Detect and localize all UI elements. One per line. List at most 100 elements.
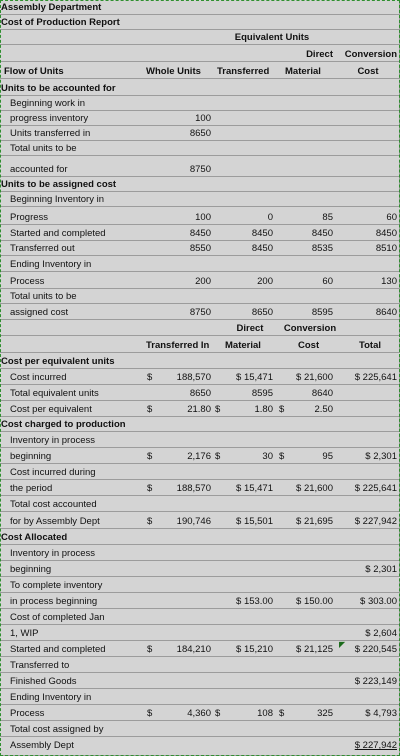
period-material: $ 15,471	[236, 483, 273, 494]
department-title[interactable]: Assembly Department	[0, 0, 400, 15]
row-label[interactable]: Inventory in process	[0, 433, 400, 448]
sc-transferred: 8450	[251, 228, 273, 239]
transferred-in-header: Transferred In	[146, 340, 210, 351]
total-header: Total	[359, 340, 381, 351]
dollar-sign: $	[147, 404, 153, 415]
row-label[interactable]: Total cost assigned by	[0, 722, 400, 737]
blank-row[interactable]	[0, 30, 400, 45]
period-total: $ 225,641	[354, 483, 397, 494]
ta-transferred: 8650	[251, 307, 273, 318]
transferred-in-units: 8650	[189, 128, 211, 139]
dollar-sign: $	[147, 483, 153, 494]
equiv-transferred: 8650	[189, 388, 211, 399]
to-material: 8535	[311, 243, 333, 254]
complete-material: $ 153.00	[236, 596, 273, 607]
cost-per-equiv-heading[interactable]: Cost per equivalent units	[0, 354, 400, 369]
complete-conversion: $ 150.00	[296, 596, 333, 607]
beg-inv-transferred: 0	[267, 212, 273, 223]
units-assigned-heading[interactable]: Units to be assigned cost	[0, 177, 400, 192]
sc-conversion: 8450	[375, 228, 397, 239]
sc-whole: 8450	[189, 228, 211, 239]
row-label[interactable]: Ending Inventory in	[0, 257, 400, 272]
sc-material: 8450	[311, 228, 333, 239]
alloc-beg-total: $ 2,301	[365, 564, 397, 575]
cost-cost-header: Cost	[298, 340, 320, 351]
beg-inv-material: 85	[322, 212, 333, 223]
ei-transferred: 200	[257, 276, 273, 287]
alloc-sc-material: $ 15,210	[236, 644, 273, 655]
begin-wip-units: 100	[195, 113, 211, 124]
ta-material: 8595	[311, 307, 333, 318]
error-indicator-icon: ◤	[339, 640, 346, 649]
per-equiv-transferred: 21.80	[187, 404, 211, 415]
row-label[interactable]: Total units to be	[0, 141, 400, 156]
to-transferred: 8450	[251, 243, 273, 254]
dollar-sign: $	[279, 404, 285, 415]
row-label[interactable]: Cost of completed Jan	[0, 610, 400, 625]
dollar-sign: $	[215, 404, 221, 415]
beg-inv-conversion: 60	[386, 212, 397, 223]
alloc-ei-transferred: 4,360	[187, 708, 211, 719]
accounted-material: $ 15,501	[236, 516, 273, 527]
equiv-material: 8595	[251, 388, 273, 399]
completed-jan1-total: $ 2,604	[365, 628, 397, 639]
incurred-transferred: 188,570	[176, 372, 211, 383]
dollar-sign: $	[147, 451, 153, 462]
row-label[interactable]: Beginning Inventory in	[0, 192, 400, 207]
alloc-sc-conversion: $ 21,125	[296, 644, 333, 655]
dollar-sign: $	[147, 708, 153, 719]
cost-allocated-heading[interactable]: Cost Allocated	[0, 530, 400, 545]
cost-header: Cost	[357, 66, 379, 77]
total-assigned-total: $ 227,942	[354, 740, 397, 751]
alloc-sc-transferred: 184,210	[176, 644, 211, 655]
row-label[interactable]: Ending Inventory in	[0, 690, 400, 705]
cost-charged-heading[interactable]: Cost charged to production	[0, 417, 400, 432]
alloc-sc-total: $ 220,545	[354, 644, 397, 655]
row-label[interactable]: Cost incurred during	[0, 465, 400, 480]
per-equiv-conversion: 2.50	[314, 404, 334, 415]
conversion-header: Conversion	[344, 49, 397, 60]
dollar-sign: $	[147, 372, 153, 383]
row-label[interactable]: To complete inventory	[0, 578, 400, 593]
whole-units-header: Whole Units	[146, 66, 201, 77]
material-header: Material	[285, 66, 321, 77]
ei-whole: 200	[195, 276, 211, 287]
dollar-sign: $	[215, 451, 221, 462]
to-conversion: 8510	[375, 243, 397, 254]
row-label[interactable]: Total units to be	[0, 289, 400, 304]
total-accounted-units: 8750	[189, 164, 211, 175]
inv-beg-conversion: 95	[322, 451, 333, 462]
row-label[interactable]: Total cost accounted	[0, 497, 400, 512]
dollar-sign: $	[279, 708, 285, 719]
period-conversion: $ 21,600	[296, 483, 333, 494]
units-accounted-heading[interactable]: Units to be accounted for	[0, 81, 400, 96]
ta-conversion: 8640	[375, 307, 397, 318]
cost-direct-header: Direct	[236, 323, 264, 334]
equiv-conversion: 8640	[311, 388, 333, 399]
row-label[interactable]: Beginning work in	[0, 96, 400, 111]
alloc-ei-material: 108	[257, 708, 273, 719]
ta-whole: 8750	[189, 307, 211, 318]
incurred-total: $ 225,641	[354, 372, 397, 383]
accounted-total: $ 227,942	[354, 516, 397, 527]
to-whole: 8550	[189, 243, 211, 254]
ei-conversion: 130	[381, 276, 397, 287]
row-label[interactable]: Transferred to	[0, 658, 400, 673]
cost-material-header: Material	[225, 340, 261, 351]
row-label[interactable]: Inventory in process	[0, 546, 400, 561]
ei-material: 60	[322, 276, 333, 287]
cost-conversion-header: Conversion	[283, 323, 337, 334]
finished-goods-total: $ 223,149	[354, 676, 397, 687]
inv-beg-total: $ 2,301	[365, 451, 397, 462]
complete-total: $ 303.00	[360, 596, 397, 607]
per-equiv-material: 1.80	[254, 404, 274, 415]
period-transferred: 188,570	[176, 483, 211, 494]
accounted-transferred: 190,746	[176, 516, 211, 527]
flow-of-units-header: Flow of Units	[4, 66, 64, 77]
dollar-sign: $	[279, 451, 285, 462]
inv-beg-material: 30	[262, 451, 273, 462]
alloc-ei-total: $ 4,793	[365, 708, 397, 719]
report-title[interactable]: Cost of Production Report	[0, 15, 400, 30]
incurred-conversion: $ 21,600	[296, 372, 333, 383]
